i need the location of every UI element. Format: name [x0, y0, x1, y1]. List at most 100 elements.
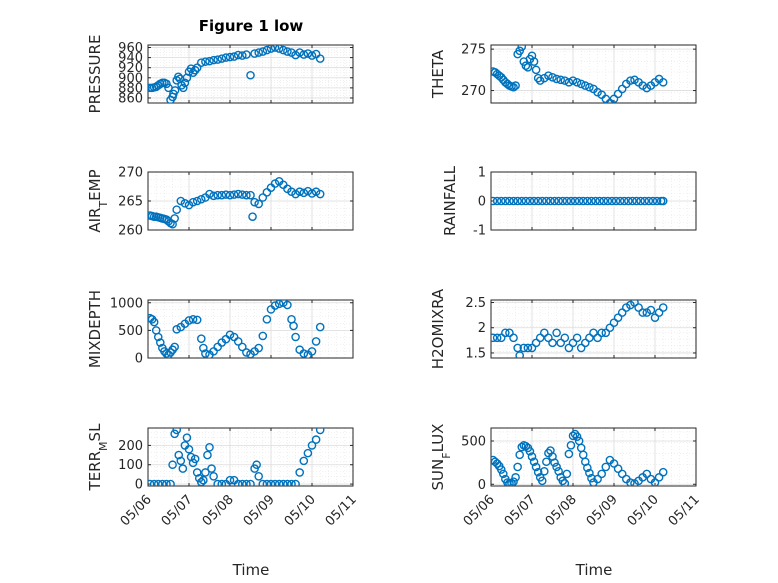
data-point	[576, 343, 586, 353]
data-point	[572, 432, 582, 441]
data-point	[550, 196, 559, 206]
y-axis-label-base: AIR	[86, 208, 104, 233]
data-point	[258, 193, 268, 202]
data-point	[229, 190, 239, 199]
data-point	[597, 469, 607, 479]
data-point	[613, 313, 623, 322]
data-point	[295, 187, 305, 197]
data-point	[283, 479, 292, 486]
data-point	[262, 315, 272, 324]
data-point	[636, 196, 645, 206]
y-axis-label: MIXDEPTH	[86, 290, 104, 368]
y-tick-label: -1	[473, 224, 486, 239]
data-point	[540, 328, 549, 338]
data-series	[148, 428, 325, 486]
data-point	[630, 300, 639, 307]
data-point	[246, 70, 255, 80]
data-point	[583, 463, 592, 473]
data-point	[626, 76, 635, 85]
data-point	[270, 301, 280, 310]
data-point	[158, 479, 167, 486]
data-point	[172, 428, 181, 435]
data-point	[509, 196, 518, 206]
data-point	[587, 473, 596, 483]
data-point	[209, 55, 218, 65]
data-point	[511, 473, 520, 482]
data-point	[554, 196, 563, 206]
data-point	[188, 68, 198, 78]
data-point	[515, 46, 525, 56]
data-point	[583, 196, 592, 206]
data-point	[217, 190, 227, 200]
data-point	[509, 82, 518, 92]
data-series	[148, 176, 325, 229]
data-point	[307, 441, 317, 450]
data-point	[155, 338, 165, 347]
data-point	[196, 334, 206, 343]
y-axis-label-sub: F	[440, 452, 453, 458]
y-tick-label: 1.5	[465, 346, 486, 361]
data-point	[254, 343, 264, 353]
data-point	[525, 447, 535, 456]
data-point	[233, 479, 243, 486]
data-point	[658, 196, 668, 206]
data-point	[527, 452, 537, 461]
data-point	[564, 449, 574, 459]
data-point	[266, 479, 276, 486]
data-point	[184, 444, 194, 454]
data-point	[174, 450, 184, 460]
y-tick-label: 960	[118, 41, 143, 56]
data-point	[192, 196, 202, 206]
data-point	[646, 305, 656, 315]
y-axis-label-sub: T	[97, 201, 110, 209]
data-point	[170, 214, 179, 223]
data-point	[283, 47, 292, 56]
data-point	[238, 479, 247, 486]
data-point	[307, 347, 317, 356]
data-point	[552, 328, 561, 338]
data-point	[188, 197, 198, 207]
data-point	[279, 479, 288, 486]
data-point	[209, 191, 218, 201]
data-point	[509, 333, 518, 343]
data-point	[613, 464, 623, 473]
data-point	[291, 479, 300, 486]
y-axis-label: PRESSURE	[86, 35, 104, 114]
data-point	[517, 196, 527, 206]
data-point	[537, 196, 547, 206]
data-series	[491, 300, 668, 358]
data-point	[515, 450, 525, 460]
data-point	[574, 196, 584, 206]
y-tick-label: 265	[118, 195, 143, 210]
data-point	[572, 333, 582, 343]
data-point	[153, 332, 163, 342]
data-point	[248, 212, 257, 221]
data-point	[199, 475, 208, 485]
figure-title: Figure 1 low	[199, 17, 304, 35]
data-point	[186, 452, 196, 462]
data-point	[192, 63, 202, 72]
data-point	[521, 196, 531, 206]
data-point	[197, 477, 206, 486]
data-point	[523, 63, 533, 72]
data-point	[283, 300, 292, 310]
data-point	[190, 65, 200, 75]
data-point	[601, 328, 611, 338]
data-point	[599, 196, 609, 206]
data-point	[196, 58, 206, 67]
data-point	[570, 429, 580, 439]
data-point	[496, 333, 506, 343]
data-point	[168, 219, 177, 229]
y-axis-label-rest: LUX	[429, 424, 447, 453]
data-point	[299, 188, 309, 198]
data-point	[517, 442, 527, 452]
data-point	[568, 76, 578, 85]
data-point	[611, 196, 621, 206]
data-point	[258, 47, 268, 56]
data-point	[601, 462, 611, 472]
data-point	[619, 196, 629, 206]
data-point	[548, 73, 557, 82]
data-point	[172, 324, 181, 334]
data-point	[201, 349, 210, 358]
y-tick-label: 200	[118, 439, 143, 454]
